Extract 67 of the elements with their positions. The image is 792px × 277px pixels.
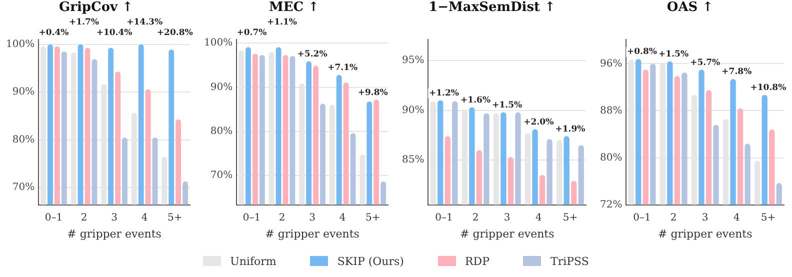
y-tick-label: 100% [204,38,233,49]
x-tick-label: 0–1 [44,212,63,224]
x-tick-label: 5+ [760,212,776,224]
y-tick-label: 100% [6,38,35,50]
y-tick-label: 80% [210,126,233,138]
text: +0.7% [236,28,267,38]
chart-title: GripCov ↑ [59,0,133,16]
x-tick-label: 4 [141,212,148,224]
chart-title: MEC ↑ [268,0,320,16]
x-tick-label: 3 [504,212,510,224]
x-axis-title: # gripper events [460,227,555,240]
x-tick-label: 4 [535,212,542,224]
x-tick-label: 0–1 [435,212,453,224]
y-tick-label: 95% [402,55,424,66]
y-tick-label: 90% [210,82,233,93]
annotation: +1.5% [658,50,689,60]
y-tick-label: 88% [600,105,622,116]
y-tick-label: 96% [600,58,622,70]
legend-label: TriPSS [550,254,589,268]
y-tick-label: 70% [210,170,233,182]
x-axis-title: # gripper events [265,227,360,240]
x-tick-label: 4 [339,212,346,224]
x-tick-label: 2 [472,212,479,224]
annotation: +1.9% [555,124,586,134]
chart-title: OAS ↑ [666,0,714,16]
x-tick-label: 3 [111,212,118,224]
annotation: +1.2% [429,88,460,99]
x-axis-title: # gripper events [658,227,753,240]
annotation: +1.5% [492,100,522,110]
y-tick-label: 85% [402,154,424,166]
y-tick-label: 90% [402,104,424,116]
x-tick-label: 5+ [365,212,380,224]
annotation: +7.1% [328,63,358,74]
y-tick-label: 72% [600,199,622,210]
x-tick-label: 5+ [167,212,182,224]
y-tick-label: 90% [12,86,35,98]
text: +1.7% [69,17,100,28]
y-tick-label: 80% [600,152,622,164]
x-tick-label: 4 [733,212,740,224]
legend-label: RDP [464,254,490,268]
y-tick-label: 80% [12,134,35,146]
x-tick-label: 2 [278,212,286,224]
y-tick-label: 70% [12,182,35,194]
text: +10.4% [96,28,132,38]
text: +1.1% [267,17,298,28]
text: +0.4% [38,28,69,38]
annotation: +5.2% [297,49,328,60]
annotation: +7.8% [722,67,752,78]
annotation: +9.8% [358,88,388,98]
annotation: +10.8% [750,83,786,94]
text: +20.8% [156,28,193,38]
x-tick-label: 3 [702,212,708,224]
x-tick-label: 2 [80,212,88,224]
annotation: +5.7% [690,58,720,68]
annotation: +0.8% [627,47,658,58]
chart-title: 1−MaxSemDist ↑ [428,0,556,16]
x-tick-label: 0–1 [242,212,261,224]
annotation: +1.6% [460,95,491,106]
x-tick-label: 5+ [562,212,578,224]
legend-label: Uniform [230,254,276,268]
x-tick-label: 3 [309,212,316,224]
x-tick-label: 2 [670,212,677,224]
text: +14.3% [126,17,163,28]
annotation: +2.0% [524,117,554,128]
x-tick-label: 0–1 [633,212,651,224]
x-axis-title: # gripper events [67,227,162,240]
legend-label: SKIP (Ours) [337,254,404,268]
